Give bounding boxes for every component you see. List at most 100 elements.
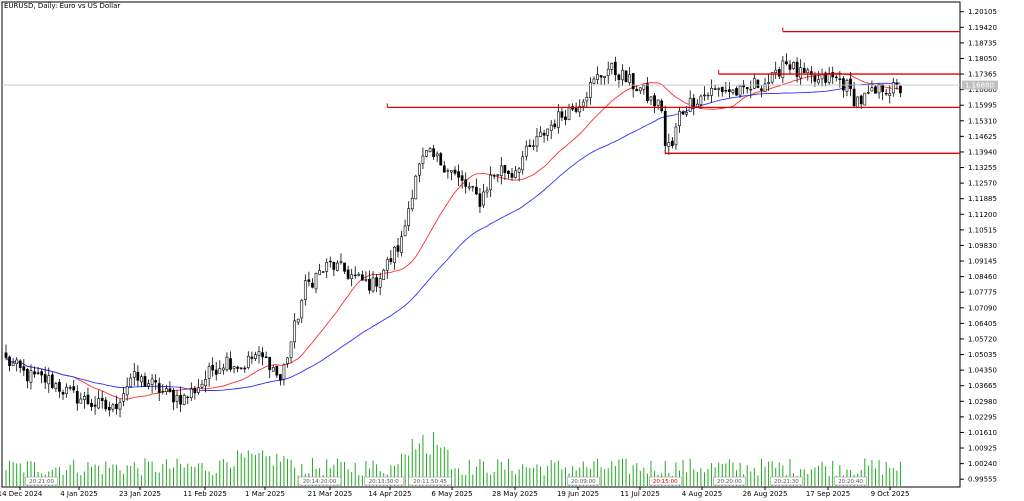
x-tick-label: 17 Sep 2025 <box>806 490 850 498</box>
candle-body <box>325 262 329 272</box>
candle-body <box>271 367 275 372</box>
candle-body <box>407 208 411 226</box>
candle-body <box>229 358 232 370</box>
candle-body <box>328 260 332 263</box>
candle-body <box>731 89 735 93</box>
candle-body <box>72 386 76 391</box>
y-tick-label: 0.99555 <box>968 476 997 484</box>
y-tick-label: 1.02295 <box>968 413 997 421</box>
candle-body <box>389 258 393 262</box>
candle-body <box>396 245 400 252</box>
candle-body <box>688 98 692 112</box>
candle-body <box>186 396 190 399</box>
candle-body <box>845 80 849 92</box>
candle-body <box>18 360 22 368</box>
candle-body <box>346 269 350 279</box>
candle-body <box>457 171 460 178</box>
candle-body <box>22 366 26 371</box>
current-price-box <box>962 80 998 90</box>
y-tick-label: 1.19420 <box>968 24 997 32</box>
candle-body <box>532 145 535 147</box>
candle-body <box>870 87 874 92</box>
candle-body <box>311 282 314 288</box>
y-tick-label: 1.13940 <box>968 148 997 156</box>
candle-body <box>143 376 147 387</box>
candle-body <box>47 375 51 385</box>
candle-body <box>93 404 97 407</box>
candle-body <box>118 402 122 410</box>
candle-body <box>685 112 688 115</box>
candle-body <box>175 395 179 402</box>
candle-body <box>314 273 318 290</box>
y-tick-label: 1.09830 <box>968 242 997 250</box>
candle-body <box>150 378 154 385</box>
volume-tag-box <box>834 476 867 486</box>
candle-body <box>321 271 325 273</box>
candle-body <box>785 61 788 65</box>
candle-body <box>211 364 215 371</box>
candle-body <box>50 374 54 388</box>
candle-body <box>61 392 65 395</box>
y-axis: 1.20105 1.19420 1.18735 1.18050 1.17365 1.166… <box>960 8 997 484</box>
y-tick-label: 1.11885 <box>968 195 997 203</box>
candle-body <box>54 383 58 390</box>
candle-body <box>749 88 753 91</box>
candle-body <box>339 261 343 263</box>
candle-body <box>699 95 703 105</box>
y-tick-label: 1.20105 <box>968 8 997 16</box>
volume-tag-label: 20:15:00 <box>653 479 678 485</box>
volume-tag-box <box>567 476 600 486</box>
candle-body <box>222 367 225 371</box>
candle-body <box>104 399 108 410</box>
candle-body <box>261 352 264 358</box>
x-tick-label: 9 Oct 2025 <box>871 490 910 498</box>
y-tick-label: 1.18735 <box>968 39 997 47</box>
moving-average-line <box>5 82 901 392</box>
candle-body <box>417 163 421 176</box>
candle-body <box>100 397 104 401</box>
candle-body <box>197 387 200 393</box>
y-tick-label: 1.18050 <box>968 55 997 63</box>
x-tick-label: 28 May 2025 <box>492 490 538 498</box>
candle-body <box>674 126 678 146</box>
y-tick-label: 1.08460 <box>968 273 997 281</box>
candle-body <box>350 274 354 279</box>
candle-body <box>507 170 510 175</box>
candle-body <box>132 371 136 378</box>
candle-body <box>653 95 656 107</box>
x-tick-label: 14 Apr 2025 <box>368 490 411 498</box>
candle-body <box>884 92 888 95</box>
x-tick-label: 26 Aug 2025 <box>743 490 788 498</box>
candle-body <box>589 82 592 98</box>
volume-tags: 20:21:00 20:14:20:00 20:13:30:0 20:11:50:45… <box>25 476 867 486</box>
candle-body <box>799 67 803 79</box>
candle-body <box>43 374 47 383</box>
candle-body <box>239 367 243 369</box>
candle-body <box>214 369 218 375</box>
volume-tag-label: 20:14:20:00 <box>303 479 337 485</box>
y-tick-label: 1.07775 <box>968 289 997 297</box>
candle-body <box>464 179 468 187</box>
candle-body <box>706 94 710 97</box>
candle-body <box>168 388 172 393</box>
candle-body <box>385 259 389 271</box>
candle-body <box>172 389 175 403</box>
x-tick-label: 1 Mar 2025 <box>245 490 285 498</box>
candle-body <box>75 391 79 404</box>
candle-body <box>567 107 571 120</box>
candle-body <box>514 170 517 178</box>
candle-body <box>556 111 560 128</box>
candle-body <box>863 92 867 106</box>
candle-body <box>738 85 742 96</box>
candle-body <box>820 74 824 80</box>
candle-body <box>592 78 596 84</box>
volume-tag-box <box>25 476 58 486</box>
candle-body <box>33 371 36 375</box>
y-tick-label: 1.07090 <box>968 304 997 312</box>
candle-body <box>881 84 884 92</box>
candle-body <box>603 75 607 78</box>
candle-body <box>140 376 143 383</box>
candle-body <box>307 279 311 282</box>
